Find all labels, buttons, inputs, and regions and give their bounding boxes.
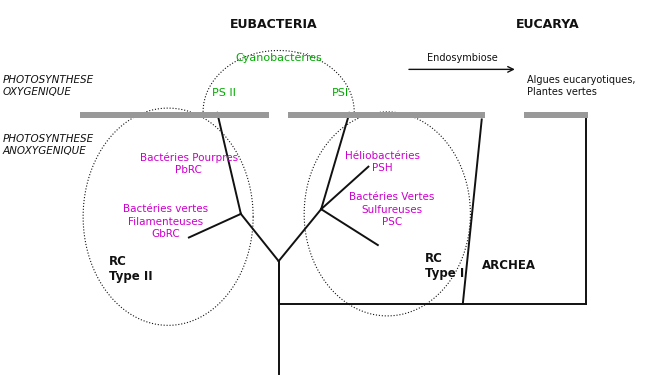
Text: Bactéries Vertes
Sulfureuses
PSC: Bactéries Vertes Sulfureuses PSC bbox=[349, 192, 435, 227]
Text: Bactéries Pourpres
PbRC: Bactéries Pourpres PbRC bbox=[140, 152, 238, 176]
Bar bbox=[81, 112, 269, 119]
Text: PSI: PSI bbox=[332, 88, 348, 98]
Text: Endosymbiose: Endosymbiose bbox=[428, 53, 498, 63]
Text: Bactéries vertes
Filamenteuses
GbRC: Bactéries vertes Filamenteuses GbRC bbox=[123, 204, 208, 239]
Bar bbox=[288, 112, 484, 119]
Text: Cyanobactéries: Cyanobactéries bbox=[235, 53, 322, 63]
Text: RC
Type II: RC Type II bbox=[109, 255, 152, 282]
Text: RC
Type I: RC Type I bbox=[425, 252, 464, 280]
Text: PHOTOSYNTHESE
ANOXYGENIQUE: PHOTOSYNTHESE ANOXYGENIQUE bbox=[3, 134, 94, 156]
Text: PHOTOSYNTHESE
OXYGENIQUE: PHOTOSYNTHESE OXYGENIQUE bbox=[3, 75, 94, 98]
Text: EUCARYA: EUCARYA bbox=[516, 18, 580, 31]
Text: Héliobactéries
PSH: Héliobactéries PSH bbox=[345, 151, 420, 173]
Text: Algues eucaryotiques,
Plantes vertes: Algues eucaryotiques, Plantes vertes bbox=[527, 75, 636, 98]
Bar bbox=[525, 112, 588, 119]
Text: PS II: PS II bbox=[212, 88, 236, 98]
Text: ARCHEA: ARCHEA bbox=[482, 259, 536, 272]
Text: EUBACTERIA: EUBACTERIA bbox=[230, 18, 318, 31]
